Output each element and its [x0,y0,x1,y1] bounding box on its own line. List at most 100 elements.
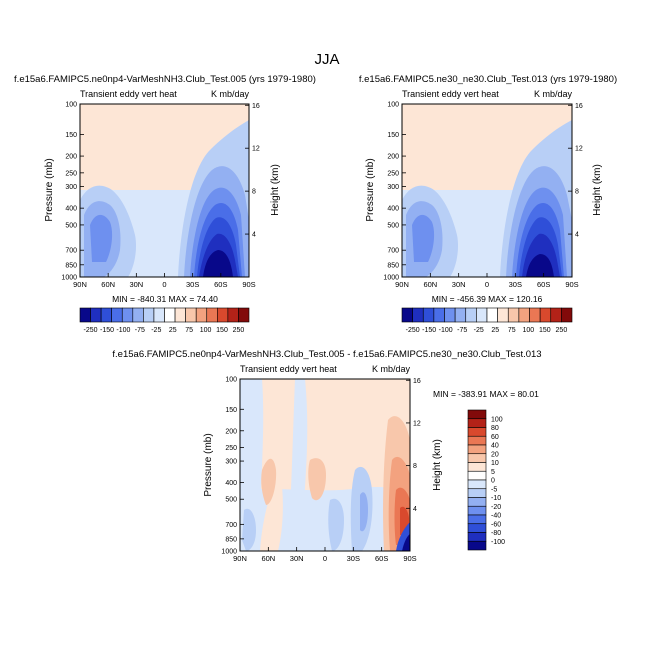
colorbar-box [467,409,487,420]
y-tick-label-right: 8 [413,463,417,470]
colorbar-box [467,497,487,507]
x-tick-label: 90N [73,280,87,289]
colorbar-label: 0 [491,478,495,485]
colorbar-box [507,307,520,323]
colorbar-label: -40 [491,513,501,520]
colorbar-label: 75 [508,327,516,334]
y-tick-label: 500 [387,222,399,229]
x-tick-label: 90S [242,280,255,289]
colorbar-box [454,307,467,323]
panel-1-ylabel: Pressure (mb) [44,158,55,221]
colorbar-label: 100 [522,327,534,334]
y-tick-label: 300 [225,459,237,466]
x-tick-label: 30S [186,280,199,289]
panel-2-ylabel-right: Height (km) [592,164,603,216]
y-tick-label-right: 16 [413,378,421,385]
panel-2: f.e15a6.FAMIPC5.ne30_ne30.Club_Test.013 … [359,74,617,334]
colorbar-label: -75 [457,327,467,334]
colorbar-label: -100 [116,327,130,334]
y-tick-label: 100 [225,377,237,384]
panel-3-contour-j [360,492,368,532]
panel-2-title: f.e15a6.FAMIPC5.ne30_ne30.Club_Test.013 … [359,74,617,85]
y-tick-label: 200 [65,154,77,161]
y-tick-label: 100 [387,102,399,109]
y-tick-label-right: 4 [575,232,579,239]
x-tick-label: 60N [423,280,437,289]
colorbar-box [433,307,445,323]
y-tick-label: 250 [65,170,77,177]
y-tick-label-right: 12 [252,146,260,153]
panel-3-plot [239,378,411,552]
colorbar-box [153,307,165,323]
colorbar-box [121,307,134,323]
y-tick-label-right: 4 [252,232,256,239]
colorbar-label: -80 [491,530,501,537]
colorbar-box [518,307,530,323]
y-tick-label: 1000 [61,275,77,282]
panel-3-stats: MIN = -383.91 MAX = 80.01 [433,389,539,399]
y-tick-label: 150 [225,407,237,414]
x-tick-label: 0 [162,280,166,289]
x-tick-label: 0 [323,554,327,563]
colorbar-label: -25 [474,327,484,334]
y-tick-label: 100 [65,102,77,109]
panel-3-contour-f [308,458,326,501]
colorbar-label: 250 [556,327,568,334]
colorbar-box [529,307,541,323]
panel-3-subtitle-right: K mb/day [372,364,411,374]
colorbar-box [217,307,229,323]
colorbar-label: 100 [491,416,503,423]
y-tick-label: 850 [65,262,77,269]
colorbar-box [467,532,487,542]
colorbar-box [467,514,487,525]
panel-1: f.e15a6.FAMIPC5.ne0np4-VarMeshNH3.Club_T… [14,74,316,334]
y-tick-label-right: 4 [413,506,417,513]
panel-2-nh-contour-3 [412,214,435,262]
x-tick-label: 90S [565,280,578,289]
colorbar-label: -20 [491,504,501,511]
y-tick-label: 500 [65,222,77,229]
y-tick-label: 400 [65,206,77,213]
colorbar-box [497,307,509,323]
colorbar-box [444,307,456,323]
y-tick-label: 850 [225,536,237,543]
x-tick-label: 90N [233,554,247,563]
panel-3-title: f.e15a6.FAMIPC5.ne0np4-VarMeshNH3.Club_T… [112,349,541,360]
x-tick-label: 60N [101,280,115,289]
x-tick-label: 60S [214,280,227,289]
colorbar-label: 80 [491,425,499,432]
colorbar-box [195,307,208,323]
colorbar-box [539,307,552,323]
colorbar-box [100,307,112,323]
x-tick-label: 90S [403,554,416,563]
panel-1-subtitle-left: Transient eddy vert heat [80,89,177,99]
y-tick-label: 400 [387,206,399,213]
colorbar-box [185,307,197,323]
y-tick-label: 700 [387,248,399,255]
x-tick-label: 0 [485,280,489,289]
colorbar-label: 150 [539,327,551,334]
colorbar-label: 75 [185,327,193,334]
colorbar-box [467,488,487,498]
colorbar-label: -100 [439,327,453,334]
y-tick-label: 300 [65,184,77,191]
panel-3-ylabel-right: Height (km) [432,439,443,491]
colorbar-box [467,540,487,551]
colorbar-box [486,307,498,323]
colorbar-box [90,307,102,323]
panel-3-subtitle-left: Transient eddy vert heat [240,364,337,374]
colorbar-box [79,307,91,323]
colorbar-label: 25 [491,327,499,334]
panel-3-contour-e [261,458,277,505]
y-tick-label: 1000 [221,549,237,556]
panel-1-stats: MIN = -840.31 MAX = 74.40 [112,294,218,304]
y-tick-label-right: 12 [575,146,583,153]
panel-3-ylabel: Pressure (mb) [203,433,214,496]
y-tick-label: 850 [387,262,399,269]
panel-1-ylabel-right: Height (km) [270,164,281,216]
y-tick-label: 700 [65,248,77,255]
colorbar-label: 60 [491,434,499,441]
x-tick-label: 60S [537,280,550,289]
colorbar-label: 100 [200,327,212,334]
